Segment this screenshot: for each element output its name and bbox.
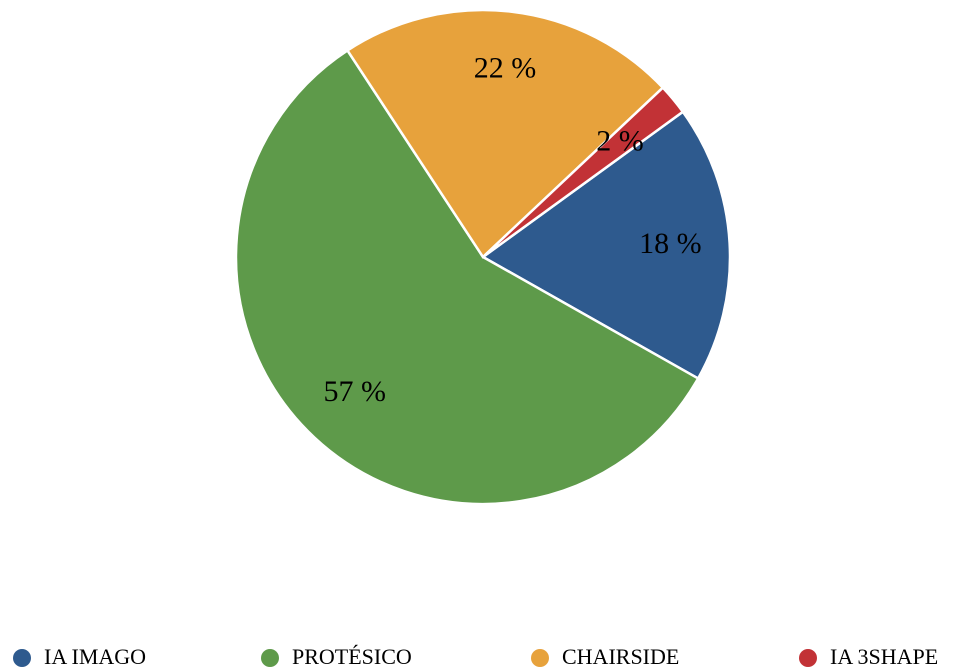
data-label: 18 %: [639, 227, 702, 260]
legend-marker: [13, 649, 31, 667]
legend-label: PROTÉSICO: [292, 644, 412, 669]
pie-slice: [482, 85, 685, 259]
legend-label: IA 3SHAPE: [830, 644, 938, 669]
pie-slice: [345, 8, 665, 259]
data-label: 22 %: [474, 51, 537, 84]
legend-marker: [261, 649, 279, 667]
data-label: 57 %: [324, 375, 387, 408]
legend-label: IA IMAGO: [44, 644, 146, 669]
pie-slice: [234, 48, 700, 506]
pie-slice: [480, 110, 732, 381]
legend-marker: [799, 649, 817, 667]
legend-marker: [531, 649, 549, 667]
data-label: 2 %: [596, 124, 644, 157]
legend-label: CHAIRSIDE: [562, 644, 679, 669]
